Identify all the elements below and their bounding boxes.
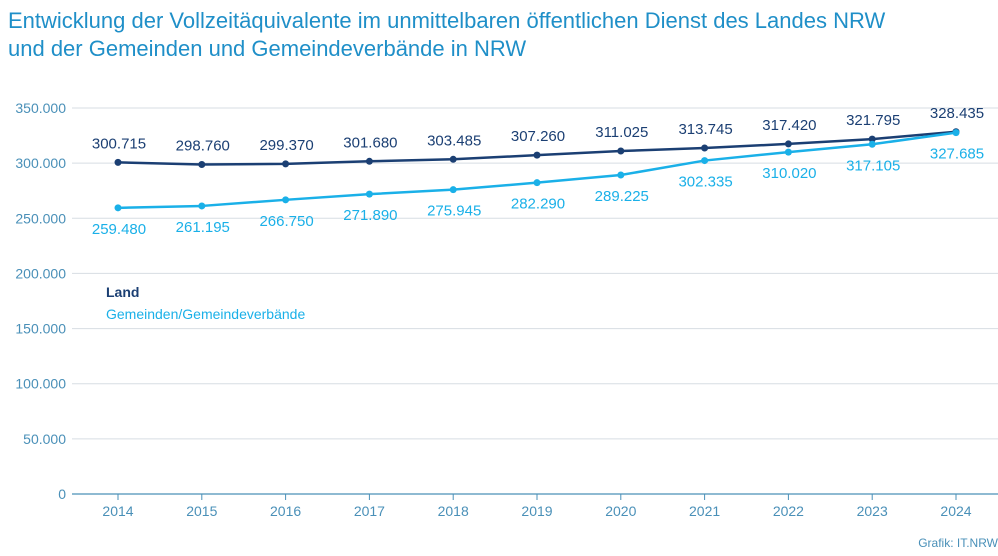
y-tick-label: 100.000 bbox=[15, 376, 66, 392]
data-point bbox=[701, 144, 709, 152]
data-point bbox=[365, 190, 373, 198]
y-tick-label: 50.000 bbox=[23, 431, 66, 447]
data-label: 303.485 bbox=[427, 132, 481, 149]
data-point bbox=[198, 161, 206, 169]
data-label: 311.025 bbox=[595, 124, 648, 141]
chart-title-line-1: Entwicklung der Vollzeitäquivalente im u… bbox=[8, 8, 886, 33]
data-label: 302.335 bbox=[678, 174, 732, 191]
x-tick-label: 2021 bbox=[689, 503, 720, 519]
chart-title-line-2: und der Gemeinden und Gemeindeverbände i… bbox=[8, 36, 527, 61]
data-point bbox=[952, 129, 960, 137]
x-tick-label: 2014 bbox=[102, 503, 133, 519]
data-point bbox=[701, 157, 709, 165]
data-label: 327.685 bbox=[930, 146, 984, 163]
data-label: 266.750 bbox=[259, 213, 313, 230]
data-point bbox=[533, 151, 541, 159]
data-label: 259.480 bbox=[92, 221, 146, 238]
data-label: 300.715 bbox=[92, 135, 146, 152]
data-point bbox=[449, 155, 457, 163]
data-label: 317.420 bbox=[762, 117, 816, 134]
y-tick-label: 200.000 bbox=[15, 265, 66, 281]
x-tick-label: 2018 bbox=[438, 503, 469, 519]
data-label: 261.195 bbox=[176, 219, 230, 236]
data-point bbox=[114, 158, 122, 166]
data-point bbox=[282, 160, 290, 168]
data-point bbox=[784, 148, 792, 156]
y-tick-label: 150.000 bbox=[15, 321, 66, 337]
x-tick-label: 2024 bbox=[940, 503, 971, 519]
data-point bbox=[282, 196, 290, 204]
y-tick-label: 300.000 bbox=[15, 155, 66, 171]
data-label: 298.760 bbox=[176, 138, 230, 155]
x-tick-label: 2019 bbox=[521, 503, 552, 519]
legend-entry: Gemeinden/Gemeindeverbände bbox=[106, 306, 305, 322]
legend-entry: Land bbox=[106, 284, 139, 300]
y-tick-label: 0 bbox=[58, 486, 66, 502]
x-tick-label: 2020 bbox=[605, 503, 636, 519]
data-label: 282.290 bbox=[511, 196, 565, 213]
data-label: 307.260 bbox=[511, 128, 565, 145]
y-tick-label: 250.000 bbox=[15, 210, 66, 226]
data-point bbox=[198, 202, 206, 210]
data-label: 271.890 bbox=[343, 207, 397, 224]
data-label: 299.370 bbox=[259, 137, 313, 154]
data-label: 321.795 bbox=[846, 112, 900, 129]
data-point bbox=[784, 140, 792, 148]
data-label: 275.945 bbox=[427, 203, 481, 220]
data-label: 328.435 bbox=[930, 105, 984, 122]
data-point bbox=[868, 135, 876, 143]
data-label: 317.105 bbox=[846, 157, 900, 174]
data-label: 313.745 bbox=[678, 121, 732, 138]
y-tick-label: 350.000 bbox=[15, 100, 66, 116]
data-point bbox=[617, 171, 625, 179]
data-label: 310.020 bbox=[762, 165, 816, 182]
data-point bbox=[114, 204, 122, 212]
data-point bbox=[533, 179, 541, 187]
data-label: 301.680 bbox=[343, 134, 397, 151]
data-point bbox=[449, 186, 457, 194]
data-point bbox=[868, 140, 876, 148]
x-tick-label: 2022 bbox=[773, 503, 804, 519]
source-credit: Grafik: IT.NRW bbox=[918, 536, 998, 550]
x-tick-label: 2016 bbox=[270, 503, 301, 519]
x-tick-label: 2023 bbox=[857, 503, 888, 519]
data-label: 289.225 bbox=[595, 188, 649, 205]
data-point bbox=[617, 147, 625, 155]
data-point bbox=[365, 157, 373, 165]
x-tick-label: 2017 bbox=[354, 503, 385, 519]
x-tick-label: 2015 bbox=[186, 503, 217, 519]
